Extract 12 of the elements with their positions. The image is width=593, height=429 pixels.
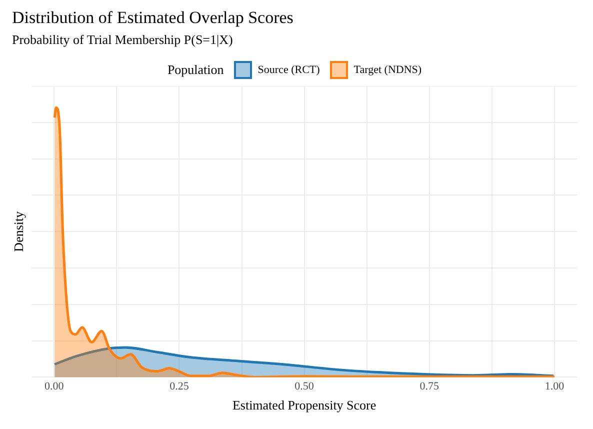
legend-label: Source (RCT) [258, 64, 320, 76]
x-tick-label: 0.75 [420, 380, 440, 393]
legend-title: Population [167, 62, 224, 78]
x-tick-label: 0.50 [294, 380, 314, 393]
x-tick-label: 0.00 [44, 380, 64, 393]
chart-title: Distribution of Estimated Overlap Scores [12, 8, 294, 28]
y-axis-title: Density [11, 210, 26, 252]
x-axis-title: Estimated Propensity Score [232, 398, 376, 413]
legend-label: Target (NDNS) [354, 64, 422, 76]
x-tick-label: 0.25 [170, 380, 190, 393]
x-tick-label: 1.00 [544, 380, 565, 393]
chart-subtitle: Probability of Trial Membership P(S=1|X) [12, 32, 234, 48]
